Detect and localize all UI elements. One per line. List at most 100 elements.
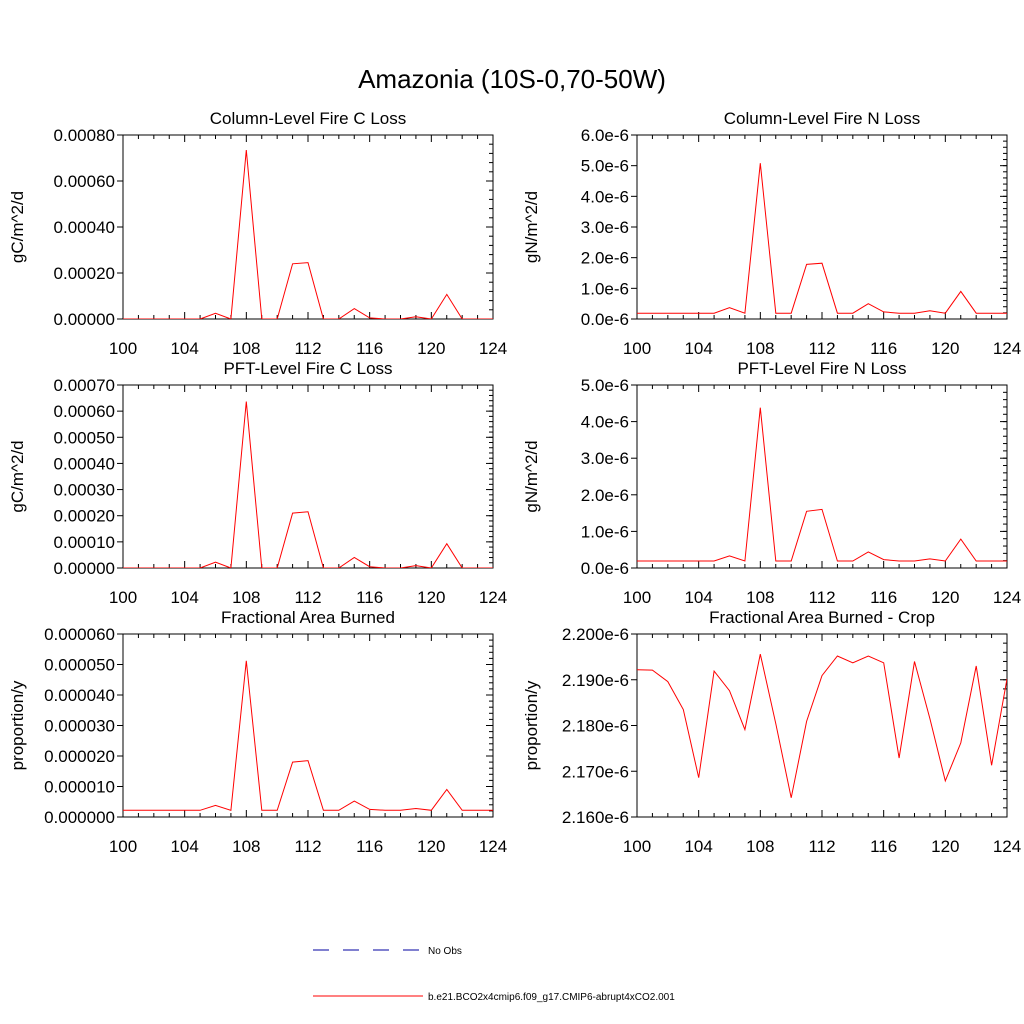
panel-title: PFT-Level Fire N Loss xyxy=(737,359,906,378)
y-tick-label: 2.200e-6 xyxy=(562,625,629,644)
x-tick-label: 116 xyxy=(870,588,897,607)
x-tick-label: 100 xyxy=(623,837,651,856)
x-tick-label: 116 xyxy=(870,837,897,856)
x-tick-label: 112 xyxy=(294,339,321,358)
x-tick-label: 112 xyxy=(808,837,835,856)
y-tick-label: 0.00060 xyxy=(54,172,115,191)
y-axis-label: proportion/y xyxy=(8,680,27,770)
y-axis-label: gC/m^2/d xyxy=(8,440,27,512)
panel-title: Fractional Area Burned - Crop xyxy=(709,608,935,627)
legend-item: No Obs xyxy=(313,946,462,957)
figure-title: Amazonia (10S-0,70-50W) xyxy=(358,64,666,94)
x-tick-label: 116 xyxy=(356,837,383,856)
y-tick-label: 0.00060 xyxy=(54,402,115,421)
series-line xyxy=(123,660,493,811)
series-line xyxy=(637,407,1007,562)
y-tick-label: 0.00000 xyxy=(54,310,115,329)
x-tick-label: 124 xyxy=(479,339,507,358)
x-tick-label: 104 xyxy=(170,588,198,607)
legend-label: No Obs xyxy=(428,946,462,957)
x-tick-label: 116 xyxy=(356,339,383,358)
y-tick-label: 0.00040 xyxy=(54,454,115,473)
y-tick-label: 0.00040 xyxy=(54,218,115,237)
y-tick-label: 0.00070 xyxy=(54,376,115,395)
plot-frame xyxy=(636,633,1008,818)
y-tick-label: 4.0e-6 xyxy=(581,187,629,206)
y-tick-label: 0.000000 xyxy=(44,808,115,827)
y-tick-label: 0.0e-6 xyxy=(581,559,629,578)
y-tick-label: 0.000010 xyxy=(44,778,115,797)
series-line xyxy=(123,401,493,568)
x-tick-label: 124 xyxy=(479,588,507,607)
panel-title: Column-Level Fire N Loss xyxy=(724,109,921,128)
plot-frame xyxy=(122,384,494,569)
chart-panel: 100 104 108 112 116 120 124 0.00000 0.00010 0.000… xyxy=(8,359,507,607)
x-tick-label: 124 xyxy=(993,837,1021,856)
x-tick-label: 116 xyxy=(870,339,897,358)
panel-title: Column-Level Fire C Loss xyxy=(210,109,407,128)
x-tick-label: 104 xyxy=(170,339,198,358)
legend-item: b.e21.BCO2x4cmip6.f09_g17.CMIP6-abrupt4x… xyxy=(313,992,675,1003)
x-tick-label: 104 xyxy=(684,837,712,856)
legend-label: b.e21.BCO2x4cmip6.f09_g17.CMIP6-abrupt4x… xyxy=(428,992,675,1003)
x-tick-label: 100 xyxy=(109,339,137,358)
panels: 100 104 108 112 116 120 124 0.00000 0.00020 0.000… xyxy=(8,109,1021,856)
series-line xyxy=(637,653,1007,798)
y-tick-label: 6.0e-6 xyxy=(581,126,629,145)
x-tick-label: 120 xyxy=(417,588,445,607)
x-tick-label: 124 xyxy=(993,588,1021,607)
y-axis-label: gC/m^2/d xyxy=(8,191,27,263)
x-tick-label: 120 xyxy=(417,339,445,358)
y-tick-label: 5.0e-6 xyxy=(581,376,629,395)
y-tick-label: 0.00010 xyxy=(54,533,115,552)
x-tick-label: 120 xyxy=(417,837,445,856)
x-tick-label: 116 xyxy=(356,588,383,607)
panel-title: Fractional Area Burned xyxy=(221,608,395,627)
y-tick-label: 3.0e-6 xyxy=(581,449,629,468)
x-tick-label: 108 xyxy=(746,837,774,856)
chart-panel: 100 104 108 112 116 120 124 0.0e-6 1.0e-6 2.0e-6 3… xyxy=(522,109,1021,358)
y-tick-label: 0.000050 xyxy=(44,656,115,675)
x-tick-label: 108 xyxy=(746,339,774,358)
y-tick-label: 2.160e-6 xyxy=(562,808,629,827)
y-tick-label: 2.190e-6 xyxy=(562,671,629,690)
x-tick-label: 120 xyxy=(931,837,959,856)
y-tick-label: 0.00020 xyxy=(54,507,115,526)
y-tick-label: 0.0e-6 xyxy=(581,310,629,329)
y-tick-label: 1.0e-6 xyxy=(581,522,629,541)
plot-frame xyxy=(636,384,1008,569)
y-tick-label: 2.180e-6 xyxy=(562,717,629,736)
x-tick-label: 100 xyxy=(623,339,651,358)
x-tick-label: 104 xyxy=(170,837,198,856)
y-tick-label: 1.0e-6 xyxy=(581,279,629,298)
x-tick-label: 124 xyxy=(993,339,1021,358)
y-tick-label: 0.000060 xyxy=(44,625,115,644)
plot-frame xyxy=(122,633,494,818)
y-axis-label: gN/m^2/d xyxy=(522,440,541,512)
x-tick-label: 100 xyxy=(109,837,137,856)
y-tick-label: 0.00050 xyxy=(54,428,115,447)
x-tick-label: 112 xyxy=(808,588,835,607)
y-tick-label: 2.0e-6 xyxy=(581,486,629,505)
chart-panel: 100 104 108 112 116 120 124 0.0e-6 1.0e-6 2.0e-6 3… xyxy=(522,359,1021,607)
chart-panel: 100 104 108 112 116 120 124 0.00000 0.00020 0.000… xyxy=(8,109,507,358)
x-tick-label: 100 xyxy=(623,588,651,607)
x-tick-label: 100 xyxy=(109,588,137,607)
y-tick-label: 4.0e-6 xyxy=(581,413,629,432)
y-tick-label: 0.000030 xyxy=(44,717,115,736)
x-tick-label: 108 xyxy=(232,588,260,607)
x-tick-label: 108 xyxy=(232,339,260,358)
y-axis-label: gN/m^2/d xyxy=(522,191,541,263)
y-tick-label: 3.0e-6 xyxy=(581,218,629,237)
series-line xyxy=(637,163,1007,314)
y-tick-label: 5.0e-6 xyxy=(581,157,629,176)
chart-panel: 100 104 108 112 116 120 124 2.160e-6 2.170e-6 2.1… xyxy=(522,608,1021,856)
x-tick-label: 104 xyxy=(684,588,712,607)
plot-frame xyxy=(122,134,494,320)
series-line xyxy=(123,149,493,319)
y-tick-label: 0.00020 xyxy=(54,264,115,283)
chart-panel: 100 104 108 112 116 120 124 0.000000 0.000010 0.0… xyxy=(8,608,507,856)
y-axis-label: proportion/y xyxy=(522,680,541,770)
x-tick-label: 108 xyxy=(232,837,260,856)
